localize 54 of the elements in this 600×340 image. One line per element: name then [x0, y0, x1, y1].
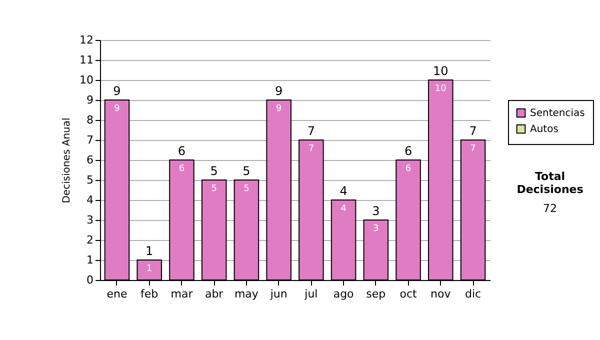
x-tick-label: jul: [304, 288, 318, 300]
data-label: 6: [405, 164, 412, 174]
total-label: 6: [178, 144, 186, 158]
text: Total Decisiones: [516, 170, 584, 196]
text: 72: [542, 202, 558, 215]
data-label: 3: [373, 224, 379, 234]
y-tick-label: 10: [80, 74, 94, 86]
y-tick-label: 9: [86, 94, 94, 106]
y-tick-label: 11: [80, 54, 94, 66]
data-label: 5: [244, 184, 250, 194]
data-label: 4: [340, 204, 347, 214]
y-tick-label: 8: [86, 114, 94, 126]
y-tick-label: 7: [86, 134, 94, 146]
y-tick-label: 4: [86, 194, 94, 206]
x-tick-label: ene: [106, 288, 128, 300]
y-axis-title: Decisiones Anual: [62, 118, 73, 204]
x-tick-label: nov: [430, 288, 452, 300]
data-label: 7: [470, 144, 476, 154]
x-tick-label: sep: [366, 288, 386, 300]
x-tick-label: abr: [204, 288, 224, 300]
data-label: 10: [434, 84, 447, 94]
y-tick-label: 5: [86, 174, 94, 186]
total-label: 9: [274, 84, 283, 98]
total-label: 7: [469, 124, 477, 138]
legend-label: Autos: [530, 124, 558, 135]
x-tick-label: oct: [400, 288, 418, 300]
total-label: 5: [242, 164, 250, 178]
y-tick-label: 12: [80, 34, 94, 46]
x-tick-label: dic: [464, 288, 482, 300]
data-label: 6: [178, 164, 185, 174]
x-tick-label: ago: [333, 288, 354, 300]
total-label: 3: [372, 204, 380, 218]
total-label: 1: [146, 244, 154, 258]
y-tick-label: 0: [86, 274, 94, 286]
total-label: 7: [307, 124, 316, 138]
legend-label: Sentencias: [530, 108, 585, 119]
total-label: 5: [210, 164, 218, 178]
y-tick-label: 6: [86, 154, 94, 166]
y-tick-label: 2: [86, 234, 94, 246]
y-tick-label: 1: [86, 254, 94, 266]
data-label: 5: [211, 184, 217, 194]
data-label: 9: [114, 104, 120, 114]
y-tick-label: 3: [86, 214, 94, 226]
total-label: 4: [340, 184, 348, 198]
x-tick-label: jun: [269, 288, 288, 300]
x-tick-label: may: [234, 288, 259, 300]
total-label: 10: [433, 64, 448, 78]
total-label: 6: [404, 144, 412, 158]
data-label: 9: [276, 104, 282, 114]
data-label: 7: [308, 144, 314, 154]
data-label: 1: [146, 264, 152, 274]
total-label: 9: [113, 84, 121, 98]
x-tick-label: mar: [170, 288, 194, 300]
x-tick-label: feb: [140, 288, 158, 300]
